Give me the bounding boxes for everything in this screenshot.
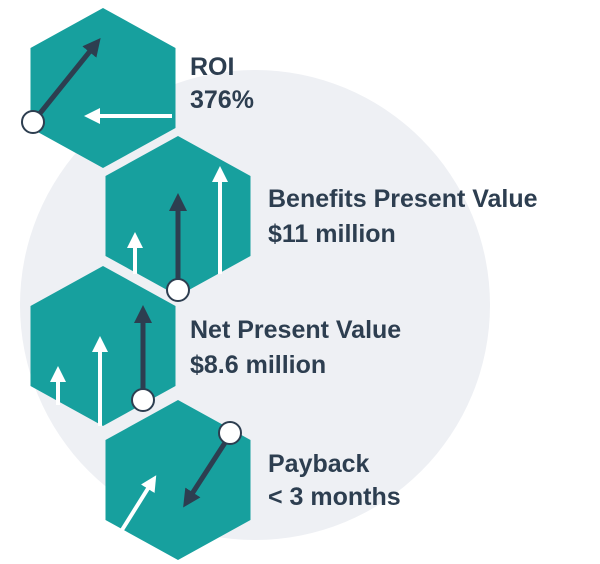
value: $11 million — [268, 220, 396, 248]
icon-roi — [21, 37, 172, 134]
hexagon — [30, 8, 176, 168]
value: 376% — [190, 86, 254, 114]
label: Net Present Value — [190, 316, 401, 344]
icon-npv — [50, 305, 155, 426]
value: $8.6 million — [190, 351, 326, 379]
icon-payback — [120, 421, 242, 532]
icon-benefits — [127, 166, 228, 302]
label: Payback — [268, 450, 370, 478]
hexagon — [105, 400, 251, 560]
value: < 3 months — [268, 483, 401, 511]
label: Benefits Present Value — [268, 185, 538, 213]
label: ROI — [190, 53, 234, 81]
